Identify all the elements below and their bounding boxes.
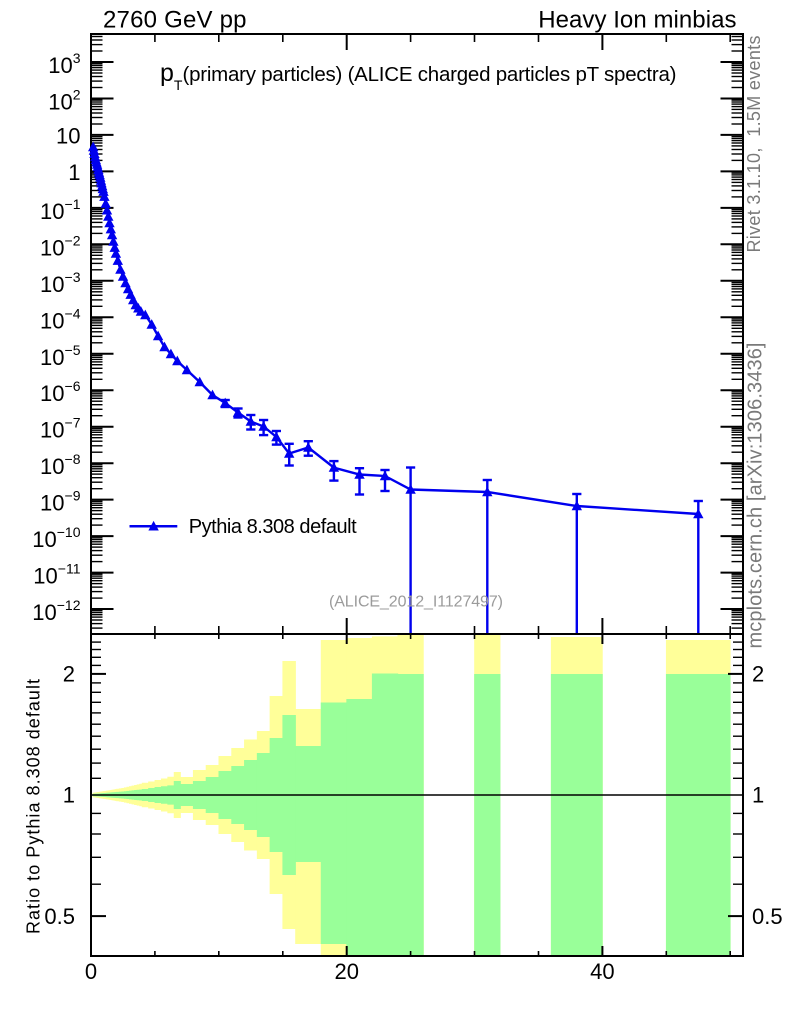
svg-text:10−6: 10−6	[40, 378, 81, 406]
svg-text:10−3: 10−3	[40, 269, 81, 297]
svg-text:mcplots.cern.ch [arXiv:1306.34: mcplots.cern.ch [arXiv:1306.3436]	[745, 343, 767, 649]
svg-text:40: 40	[590, 959, 614, 984]
svg-text:Rivet 3.1.10, 1.5M events: Rivet 3.1.10, 1.5M events	[744, 36, 764, 253]
svg-text:10−7: 10−7	[40, 415, 81, 443]
svg-text:2: 2	[752, 662, 764, 687]
svg-text:1: 1	[68, 160, 80, 185]
svg-text:10−10: 10−10	[32, 524, 80, 552]
svg-text:Heavy Ion minbias: Heavy Ion minbias	[538, 7, 736, 34]
svg-text:20: 20	[334, 959, 358, 984]
svg-text:0.5: 0.5	[752, 904, 783, 929]
svg-text:Ratio to Pythia 8.308 default: Ratio to Pythia 8.308 default	[24, 679, 44, 934]
svg-text:0.5: 0.5	[44, 904, 75, 929]
svg-text:2760 GeV pp: 2760 GeV pp	[103, 7, 247, 34]
svg-text:Pythia 8.308 default: Pythia 8.308 default	[189, 516, 357, 538]
svg-text:1: 1	[63, 783, 75, 808]
svg-text:1: 1	[752, 783, 764, 808]
svg-text:0: 0	[85, 959, 97, 984]
svg-text:10: 10	[56, 123, 80, 148]
svg-text:10−11: 10−11	[33, 561, 80, 589]
svg-text:10−9: 10−9	[40, 488, 81, 516]
svg-text:2: 2	[63, 662, 75, 687]
svg-text:(ALICE_2012_I1127497): (ALICE_2012_I1127497)	[329, 594, 503, 611]
svg-text:pT(primary particles) (ALICE c: pT(primary particles) (ALICE charged par…	[160, 59, 676, 93]
